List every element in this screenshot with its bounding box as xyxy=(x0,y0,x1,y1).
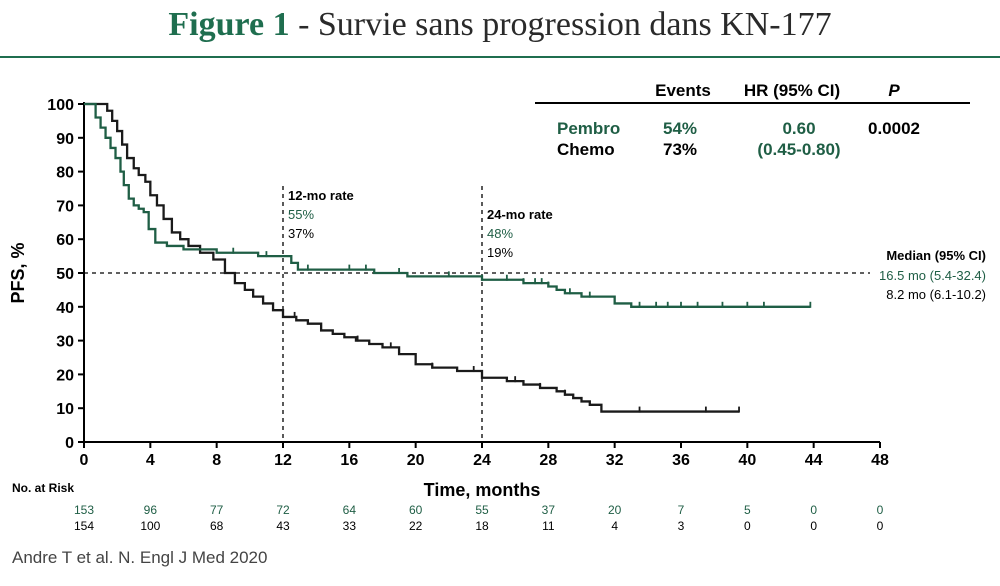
at-risk-pembro: 64 xyxy=(343,503,357,517)
x-tick-label: 24 xyxy=(473,452,491,469)
at-risk-table: No. at Risk 1531549610077687243643360225… xyxy=(12,481,884,533)
x-tick-label: 28 xyxy=(539,452,557,469)
at-risk-pembro: 37 xyxy=(542,503,556,517)
axes: 0 4 8 12 16 20 24 28 32 36 40 44 4801020304050607080… xyxy=(8,97,889,500)
at-risk-pembro: 77 xyxy=(210,503,224,517)
at-risk-chemo: 68 xyxy=(210,519,224,533)
x-tick-label: 32 xyxy=(606,452,624,469)
median-box: Median (95% CI) 16.5 mo (5.4-32.4) 8.2 m… xyxy=(879,248,986,302)
at-risk-chemo: 33 xyxy=(343,519,357,533)
x-tick-label: 16 xyxy=(340,452,358,469)
at-risk-chemo: 18 xyxy=(475,519,489,533)
y-tick-label: 90 xyxy=(56,131,74,148)
landmark-label-12: 12-mo rate xyxy=(288,188,354,203)
median-pembro: 16.5 mo (5.4-32.4) xyxy=(879,268,986,283)
at-risk-label: No. at Risk xyxy=(12,481,74,495)
y-tick-label: 10 xyxy=(56,401,74,418)
landmark-label-24: 24-mo rate xyxy=(487,207,553,222)
stats-arm-chemo: Chemo xyxy=(557,140,615,159)
y-tick-label: 80 xyxy=(56,165,74,182)
figure-title: Figure 1 - Survie sans progression dans … xyxy=(0,6,1000,44)
median-header: Median (95% CI) xyxy=(886,248,986,263)
at-risk-pembro: 60 xyxy=(409,503,423,517)
stats-header-p: P xyxy=(888,81,900,100)
at-risk-chemo: 0 xyxy=(744,519,751,533)
y-tick-label: 0 xyxy=(65,435,74,452)
at-risk-pembro: 96 xyxy=(144,503,158,517)
source-citation: Andre T et al. N. Engl J Med 2020 xyxy=(12,548,268,567)
stats-events-pembro: 54% xyxy=(663,119,697,138)
at-risk-pembro: 0 xyxy=(810,503,817,517)
landmark-labels: 12-mo rate 55% 37% 24-mo rate 48% 19% xyxy=(288,188,553,260)
stats-events-chemo: 73% xyxy=(663,140,697,159)
at-risk-chemo: 0 xyxy=(810,519,817,533)
landmark-pembro-24: 48% xyxy=(487,226,513,241)
figure-title-bold: Figure 1 xyxy=(168,6,290,43)
x-tick-label: 0 xyxy=(80,452,89,469)
at-risk-chemo: 100 xyxy=(140,519,160,533)
landmark-chemo-12: 37% xyxy=(288,226,314,241)
figure-title-rest: - Survie sans progression dans KN-177 xyxy=(289,6,832,43)
stats-table: Events HR (95% CI) P Pembro Chemo 54% 73… xyxy=(535,81,970,159)
x-tick-label: 8 xyxy=(212,452,221,469)
x-tick-label: 20 xyxy=(407,452,425,469)
stats-arm-pembro: Pembro xyxy=(557,119,620,138)
stats-hr-value: 0.60 xyxy=(782,119,815,138)
x-axis-title: Time, months xyxy=(424,480,541,500)
at-risk-chemo: 11 xyxy=(542,519,555,533)
at-risk-chemo: 3 xyxy=(678,519,685,533)
at-risk-chemo: 4 xyxy=(611,519,618,533)
at-risk-pembro: 20 xyxy=(608,503,622,517)
stats-header-hr: HR (95% CI) xyxy=(744,81,840,100)
y-tick-label: 70 xyxy=(56,198,74,215)
x-tick-label: 40 xyxy=(738,452,756,469)
x-tick-label: 12 xyxy=(274,452,292,469)
stats-p-value: 0.0002 xyxy=(868,119,920,138)
landmark-chemo-24: 19% xyxy=(487,245,513,260)
at-risk-chemo: 0 xyxy=(877,519,884,533)
y-tick-label: 100 xyxy=(47,97,74,114)
guides xyxy=(84,186,870,442)
at-risk-pembro: 0 xyxy=(877,503,884,517)
y-axis-title: PFS, % xyxy=(8,242,28,303)
at-risk-chemo: 43 xyxy=(276,519,290,533)
y-tick-label: 60 xyxy=(56,232,74,249)
at-risk-chemo: 154 xyxy=(74,519,94,533)
x-tick-label: 44 xyxy=(805,452,823,469)
y-tick-label: 30 xyxy=(56,334,74,351)
at-risk-chemo: 22 xyxy=(409,519,423,533)
at-risk-pembro: 153 xyxy=(74,503,94,517)
stats-header-events: Events xyxy=(655,81,711,100)
at-risk-pembro: 72 xyxy=(276,503,290,517)
x-tick-label: 48 xyxy=(871,452,889,469)
series-line-pembro xyxy=(84,102,811,308)
at-risk-pembro: 7 xyxy=(678,503,685,517)
x-tick-label: 4 xyxy=(146,452,155,469)
y-tick-label: 20 xyxy=(56,367,74,384)
at-risk-pembro: 55 xyxy=(475,503,489,517)
curves xyxy=(84,102,812,413)
at-risk-pembro: 5 xyxy=(744,503,751,517)
landmark-pembro-12: 55% xyxy=(288,207,314,222)
title-rule xyxy=(0,56,1000,58)
median-chemo: 8.2 mo (6.1-10.2) xyxy=(886,287,986,302)
stats-hr-ci: (0.45-0.80) xyxy=(757,140,840,159)
y-tick-label: 40 xyxy=(56,300,74,317)
x-tick-label: 36 xyxy=(672,452,690,469)
y-tick-label: 50 xyxy=(56,266,74,283)
series-line-chemo xyxy=(84,102,740,413)
